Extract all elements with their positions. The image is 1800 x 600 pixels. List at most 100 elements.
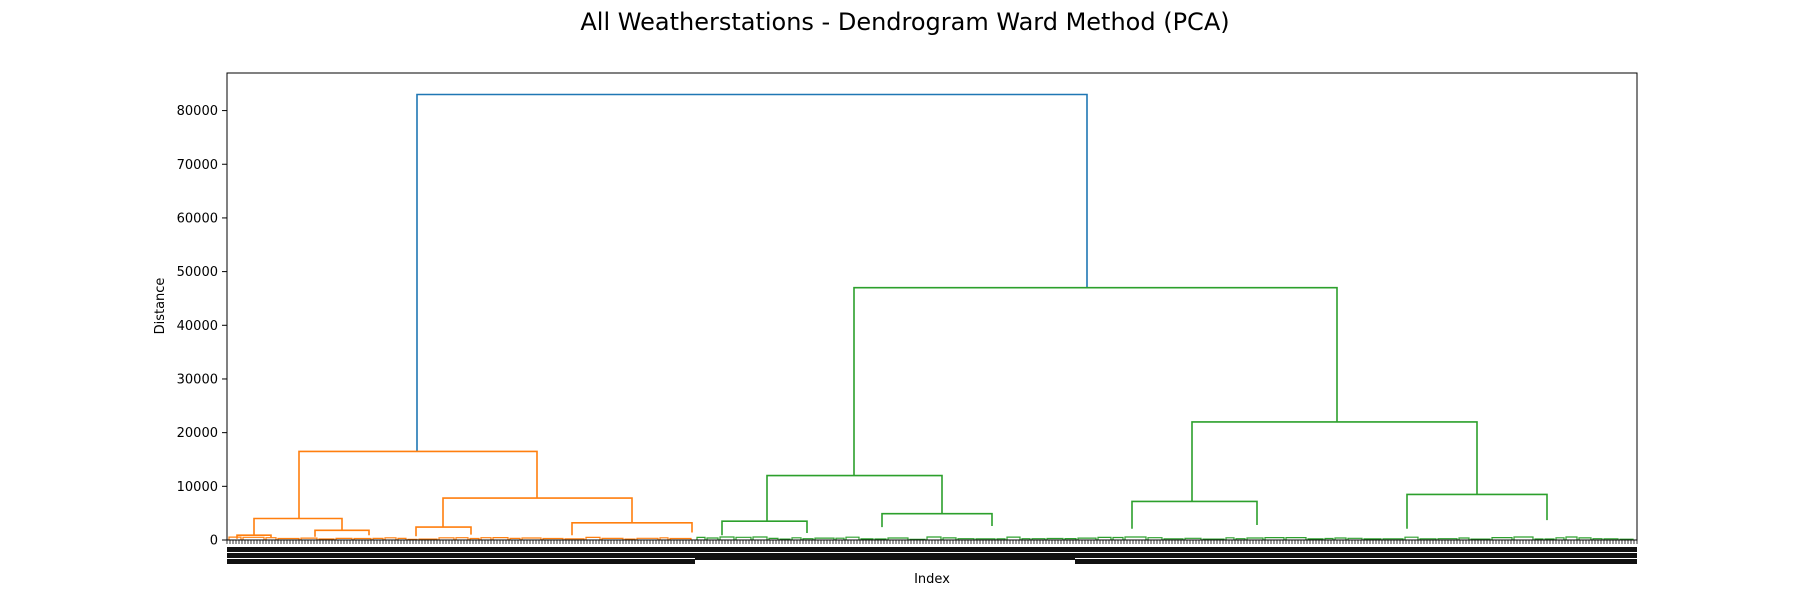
leaf-merge-link [1555,537,1565,540]
leaf-merge-link [696,536,706,540]
leaf-label-band [695,556,1075,560]
leaf-merge-link [1163,538,1184,540]
leaf-merge-link [1382,538,1404,540]
plot-frame [226,72,1638,541]
y-tick-label: 20000 [177,426,218,441]
leaf-merge-link [1419,538,1437,540]
leaf-merge-link [942,537,957,540]
leaf-merge-link [1097,536,1112,540]
dendrogram-link [314,529,370,537]
leaf-merge-link [564,538,585,540]
leaf-merge-link [1578,537,1592,540]
leaf-merge-link [1603,538,1619,540]
leaf-merge-link [1235,538,1246,540]
y-tick-label: 30000 [177,372,218,387]
leaf-merge-link [719,536,735,540]
chart-title: All Weatherstations - Dendrogram Ward Me… [580,8,1229,36]
y-tick-label: 50000 [177,265,218,280]
dendrogram-link [571,521,693,536]
leaf-merge-link [335,537,353,540]
leaf-merge-link [1324,537,1334,540]
y-tick-label: 60000 [177,211,218,226]
leaf-merge-link [706,537,719,540]
leaf-merge-link [1437,538,1458,540]
dendrogram-link [721,520,808,536]
dendrogram-link [442,497,633,528]
y-axis: 0 10000 20000 30000 40000 50000 60000 70000 8000… [177,104,227,549]
dendrogram-link [416,93,1088,452]
leaf-merge-link [469,537,480,540]
leaf-merge-link [1077,537,1097,540]
leaf-merge-link [791,537,802,540]
leaf-merge-link [372,537,384,540]
leaf-merge-link [860,538,874,540]
dendrogram-link [253,517,343,536]
dendrogram-link [881,512,993,528]
leaf-merge-link [887,537,909,540]
leaf-merge-link [480,537,492,540]
leaf-merge-link [1124,536,1147,540]
leaf-merge-link [242,536,265,540]
leaf-merge-link [845,536,860,540]
leaf-merge-link [669,537,692,540]
leaf-merge-link [1307,538,1324,540]
y-tick-label: 70000 [177,158,218,173]
leaf-merge-link [752,536,768,540]
leaf-merge-link [1347,537,1363,540]
leaf-merge-link [1404,536,1419,540]
leaf-merge-link [1491,536,1513,540]
dendrogram-link [1406,493,1548,529]
leaf-merge-link [353,537,372,540]
dendrogram-link [415,526,472,537]
leaf-merge-link [735,536,752,540]
leaf-merge-link [926,536,942,540]
leaf-merge-link [636,537,659,540]
leaf-merge-link [542,537,564,540]
leaf-merge-link [265,537,277,540]
leaf-merge-link [438,537,455,540]
leaf-merge-link [397,537,407,540]
leaf-labels [226,540,1638,564]
leaf-merge-link [1285,536,1307,540]
y-tick-label: 80000 [177,104,218,119]
leaf-label-band [227,547,1637,552]
leaf-merge-link [1046,537,1064,540]
leaf-merge-link [1565,536,1578,540]
leaf-merge-link [1513,536,1534,540]
leaf-merge-link [1363,538,1382,540]
y-axis-label: Distance [153,278,168,335]
dendrogram-link [298,450,538,519]
dendrogram-link [766,474,943,522]
leaf-merge-link [384,537,397,540]
leaf-merge-link [1006,536,1021,540]
leaf-merge-link [768,537,779,540]
dendrogram-link [1191,421,1478,502]
leaf-label-band [1075,559,1637,564]
leaf-merge-link [1264,536,1285,540]
leaf-merge-link [957,538,975,540]
dendrogram-link [1131,500,1258,529]
leaf-merge-link [492,536,509,540]
leaf-merge-link [1225,537,1235,540]
leaf-merge-link [521,537,542,540]
leaf-merge-link [1021,538,1031,540]
leaf-label-band [227,559,695,564]
leaf-merge-link [1064,537,1077,540]
y-tick-label: 0 [210,534,218,549]
leaf-merge-link [802,538,814,540]
leaf-merge-link [1031,538,1046,540]
leaf-merge-link [814,537,835,540]
y-tick-label: 40000 [177,319,218,334]
leaf-merge-link [835,537,845,540]
leaf-merge-link [996,538,1006,540]
leaf-merge-link [1184,537,1202,540]
leaf-merge-link [455,537,469,540]
x-axis-label: Index [914,572,950,587]
dendrogram-link [853,286,1338,476]
y-tick-label: 10000 [177,480,218,495]
leaf-merge-link [1112,536,1124,540]
leaf-merge-link [300,537,318,540]
leaf-merge-link [659,537,669,540]
leaf-merge-link [1334,537,1347,540]
